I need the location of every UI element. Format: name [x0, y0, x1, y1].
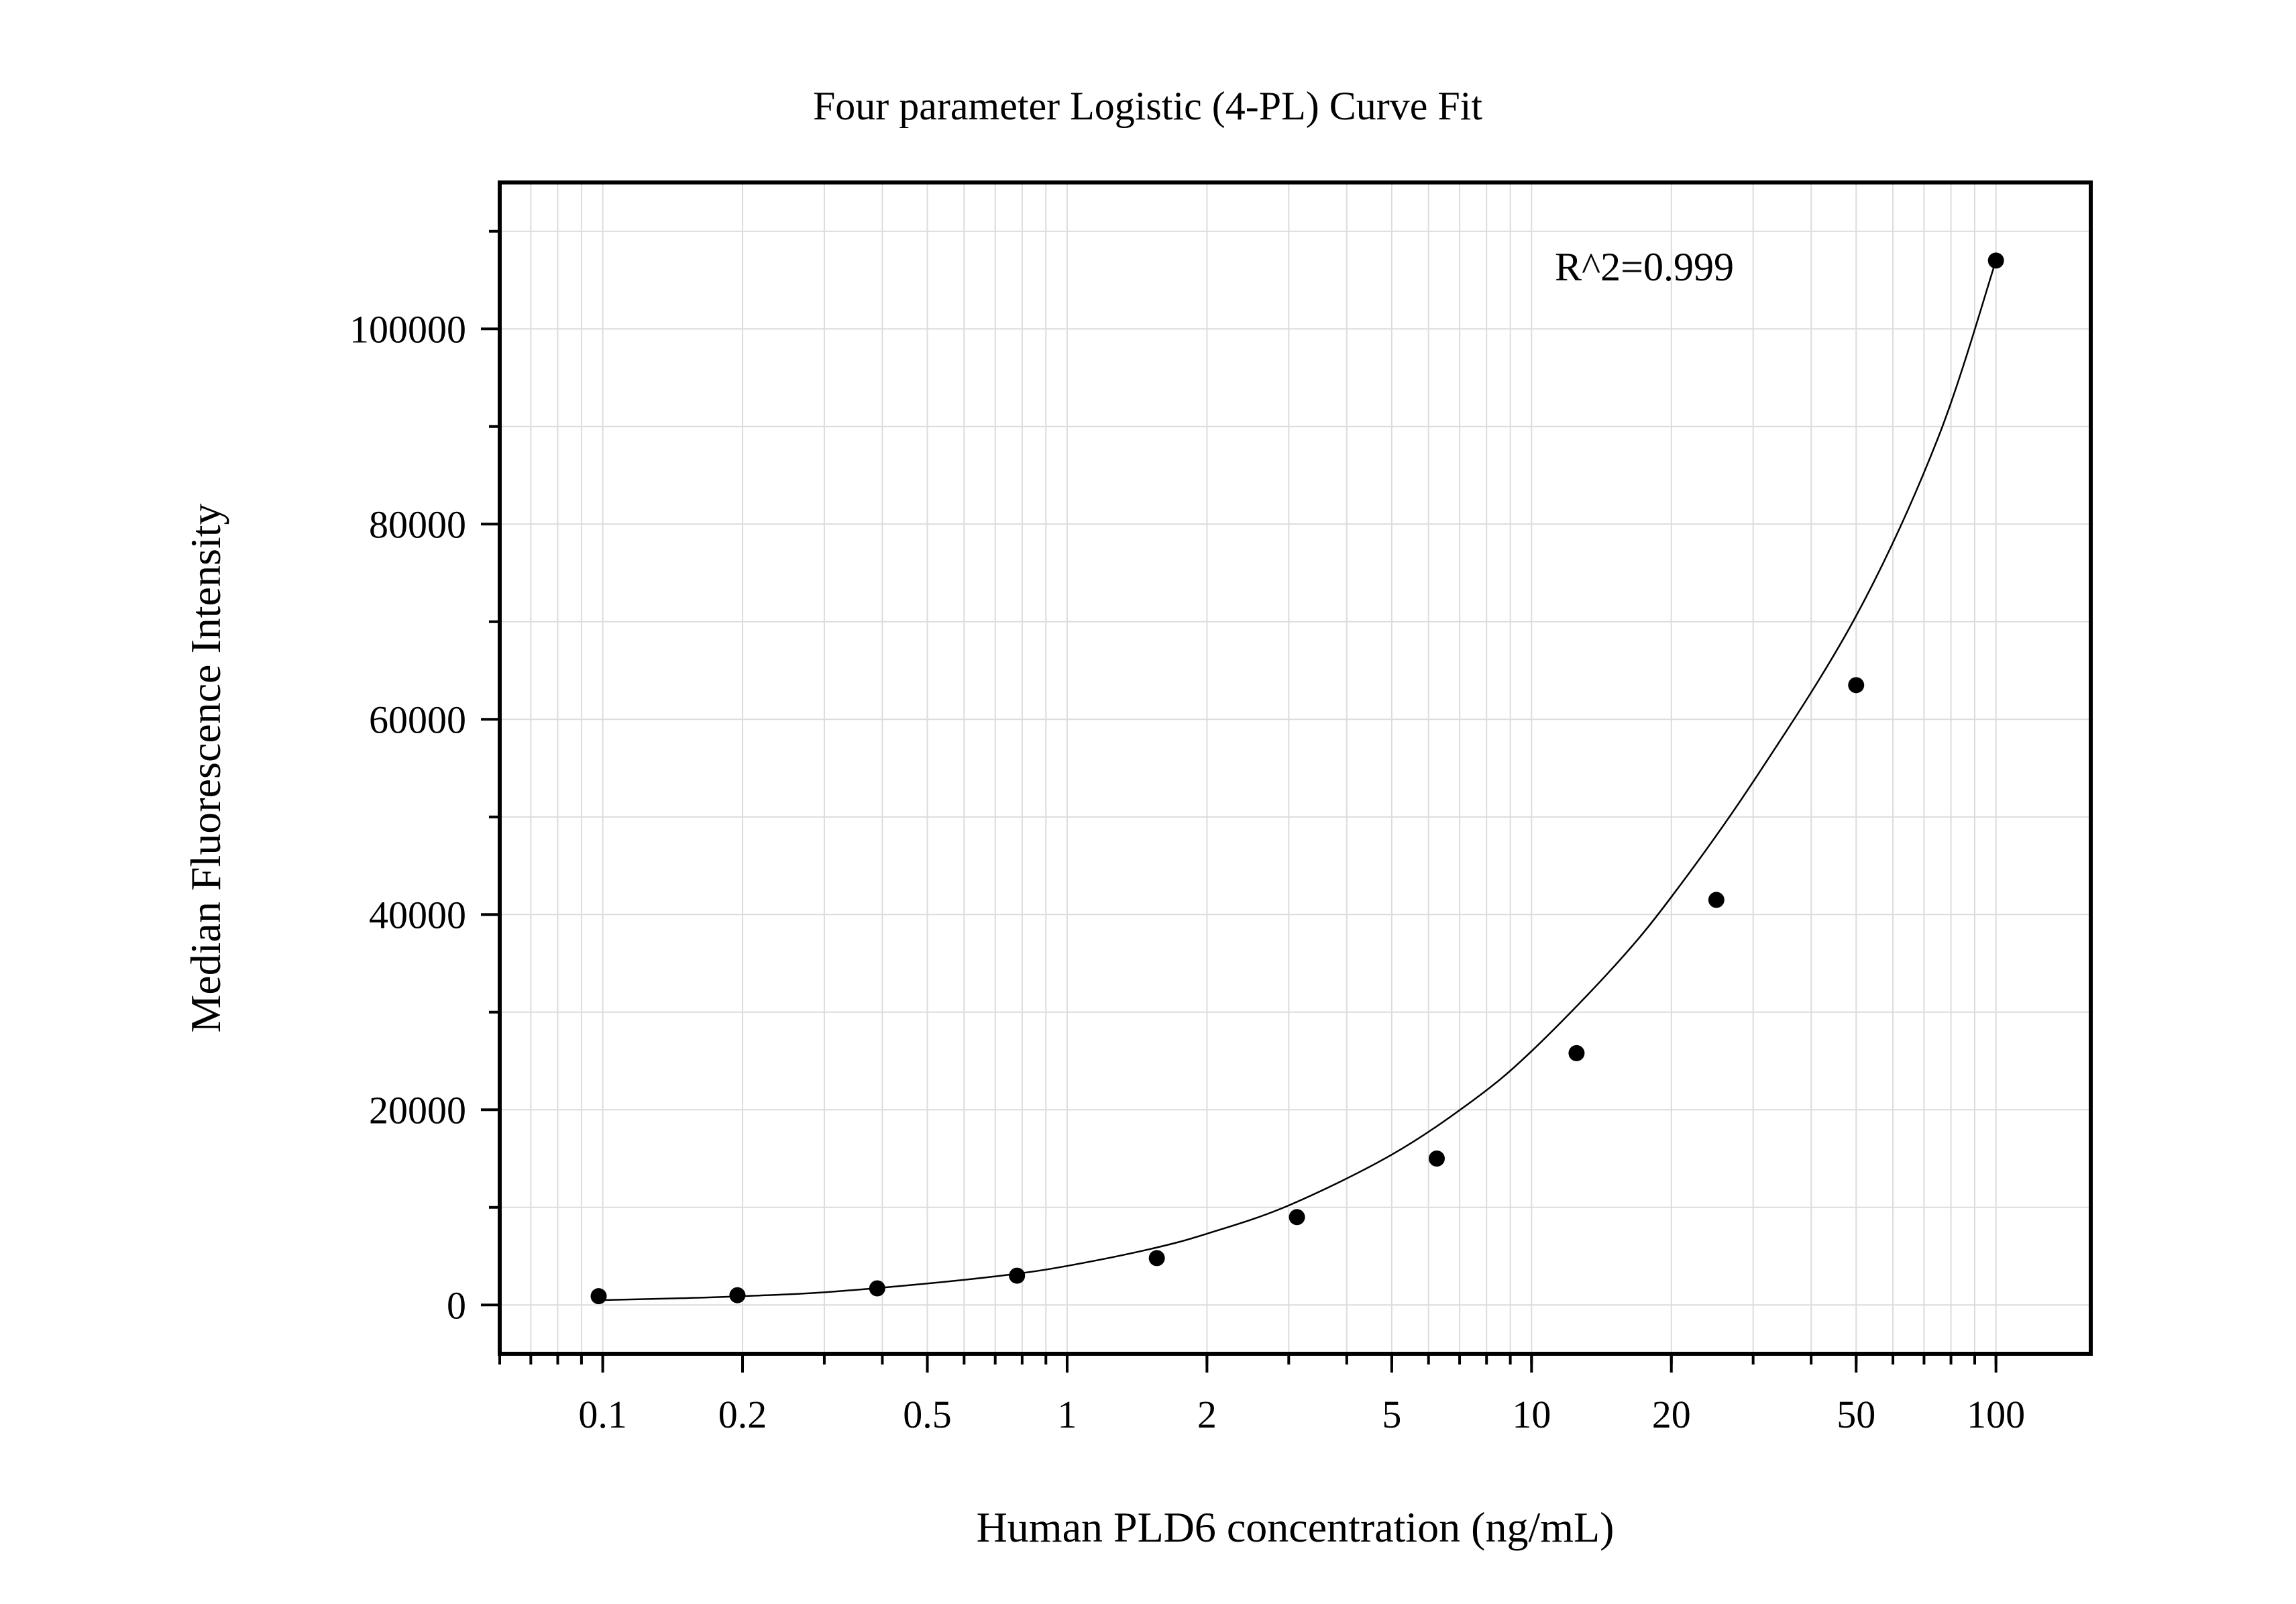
x-axis-ticks: [498, 1354, 1998, 1373]
data-point: [869, 1280, 885, 1297]
y-axis-label: Median Fluorescence Intensity: [182, 503, 229, 1032]
x-tick-label: 0.2: [718, 1393, 767, 1436]
data-points: [590, 252, 2004, 1305]
data-point: [1148, 1250, 1165, 1267]
y-tick-label: 80000: [369, 502, 466, 546]
fit-curve-line: [602, 260, 1997, 1301]
x-tick-label: 100: [1967, 1393, 2025, 1436]
x-tick-label: 10: [1512, 1393, 1551, 1436]
data-point: [1009, 1267, 1026, 1284]
minor-gridlines: [499, 182, 2091, 1354]
data-point: [729, 1287, 746, 1303]
y-tick-label: 0: [447, 1283, 466, 1327]
x-tick-label: 2: [1197, 1393, 1217, 1436]
data-point: [1848, 677, 1865, 694]
y-axis-ticks: [481, 229, 500, 1307]
x-tick-label: 50: [1837, 1393, 1875, 1436]
x-tick-label: 1: [1057, 1393, 1077, 1436]
data-point: [1708, 892, 1725, 908]
data-point: [1568, 1045, 1585, 1061]
x-tick-label: 0.1: [578, 1393, 627, 1436]
x-tick-label: 0.5: [903, 1393, 952, 1436]
y-axis-tick-labels: 0 20000 40000 60000 80000 100000: [349, 307, 466, 1327]
x-axis-tick-labels: 0.1 0.2 0.5 1 2 5 10 20 50 100: [578, 1393, 2025, 1436]
x-tick-label: 20: [1652, 1393, 1691, 1436]
data-point: [1987, 252, 2004, 269]
y-tick-label: 60000: [369, 698, 466, 741]
data-point: [590, 1288, 607, 1305]
r-squared-annotation: R^2=0.999: [1555, 245, 1734, 289]
data-point: [1289, 1209, 1305, 1226]
y-tick-label: 40000: [369, 893, 466, 937]
major-gridlines: [500, 328, 2091, 1306]
x-tick-label: 5: [1382, 1393, 1401, 1436]
plot-frame: [498, 180, 2093, 1356]
data-point: [1428, 1151, 1445, 1167]
chart-title: Four parameter Logistic (4-PL) Curve Fit: [813, 84, 1482, 128]
x-axis-label: Human PLD6 concentration (ng/mL): [977, 1503, 1615, 1551]
y-tick-label: 20000: [369, 1088, 466, 1132]
y-tick-label: 100000: [349, 307, 466, 351]
